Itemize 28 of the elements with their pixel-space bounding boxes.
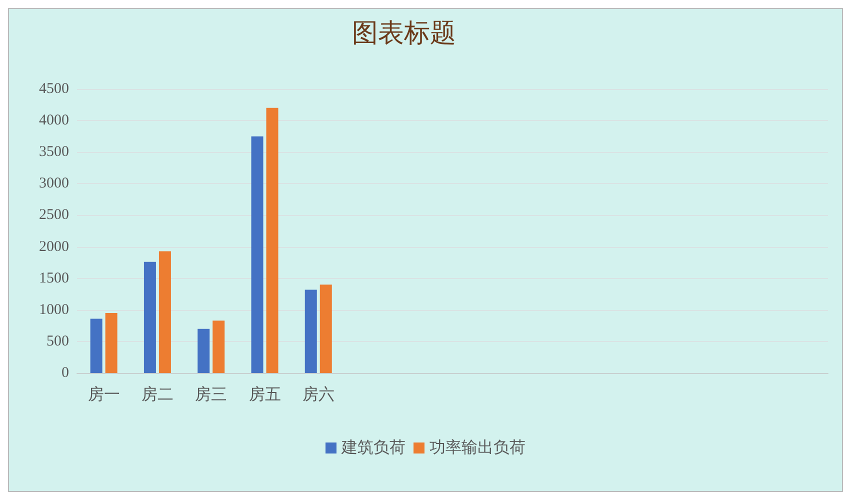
y-tick-label: 3500 xyxy=(39,144,69,160)
bar xyxy=(158,251,171,373)
bar xyxy=(304,290,317,373)
bar xyxy=(251,136,264,373)
y-tick-label: 4000 xyxy=(39,112,69,129)
y-tick-label: 1000 xyxy=(39,302,69,318)
x-tick-label: 房一 xyxy=(88,386,120,404)
bar xyxy=(90,318,102,373)
y-tick-label: 1500 xyxy=(39,270,69,286)
y-tick-label: 0 xyxy=(62,365,69,381)
y-tick-label: 500 xyxy=(46,333,69,350)
y-tick-label: 2500 xyxy=(39,207,69,224)
bar xyxy=(320,284,332,373)
bar xyxy=(198,328,210,373)
x-tick-label: 房五 xyxy=(248,386,281,404)
chart-title: 图表标题 xyxy=(352,18,456,48)
y-tick-label: 4500 xyxy=(39,81,69,97)
y-tick-label: 3000 xyxy=(39,176,69,192)
legend-label: 建筑负荷 xyxy=(340,438,406,456)
bar xyxy=(105,313,118,373)
bar xyxy=(212,320,225,373)
x-tick-label: 房六 xyxy=(302,386,334,404)
bar xyxy=(266,108,278,373)
legend-label: 功率输出负荷 xyxy=(430,438,526,456)
y-tick-label: 2000 xyxy=(39,238,69,255)
x-tick-label: 房二 xyxy=(141,386,174,404)
x-tick-label: 房三 xyxy=(195,386,228,404)
bar xyxy=(144,262,156,373)
